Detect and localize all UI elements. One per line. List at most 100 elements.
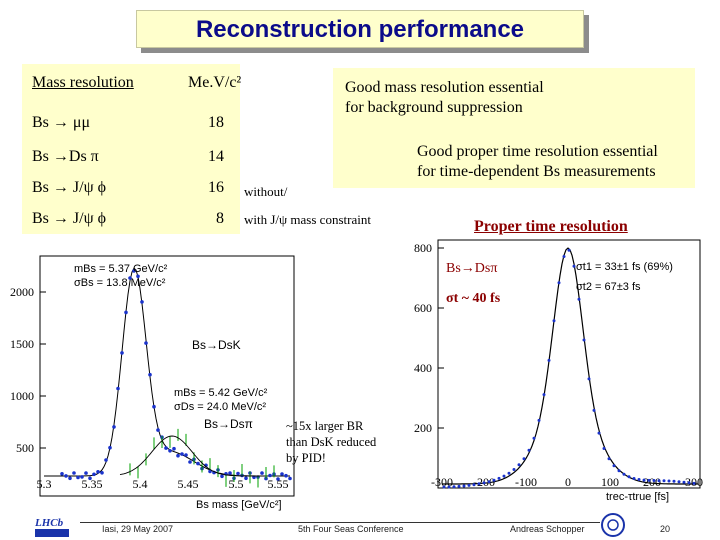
footer-conference: 5th Four Seas Conference [298,524,404,534]
time-y-tick: 200 [414,421,432,435]
mass-data-point [116,386,120,391]
mass-data-point [124,310,128,315]
time-data-point [662,479,666,483]
label-bs-dspi: Bs→Dsπ [204,417,253,431]
mass-x-tick: 5.3 [37,477,52,491]
svg-text:LHCb: LHCb [34,517,64,529]
mass-data-point [132,269,136,273]
time-data-point [577,297,581,301]
dsk-data-points [129,428,275,488]
time-data-point [517,463,521,467]
mass-x-tick: 5.4 [133,477,148,491]
time-data-point [652,479,656,482]
sigma-t-label: σt ~ 40 fs [446,291,501,306]
time-data-point [537,418,541,422]
mass-histogram: 2000 1500 1000 500 5.3 5.35 5.4 5.45 5.5 5.55 mB… [10,255,295,511]
mass-y-tick: 2000 [10,285,34,299]
time-data-point [457,484,461,488]
mass-note: Good mass resolution essential for backg… [345,79,544,116]
mass-data-point [112,425,116,429]
mass-data-point [104,458,108,462]
mass-x-label: Bs mass [GeV/c²] [196,499,282,511]
time-data-point [502,474,506,478]
time-data-point [492,478,496,482]
mass-data-point [136,274,140,279]
time-data-point [567,248,571,252]
mass-data-point [152,404,156,409]
mass-data-point [140,300,144,304]
time-data-point [642,478,646,482]
mass-y-tick: 500 [16,441,34,455]
mass-data-point [120,351,124,355]
mass-x-tick: 5.35 [82,477,103,491]
time-data-point [677,480,681,484]
decay-bs-jpsiphi: Bs → J/ψ ϕ [32,179,107,196]
mass-data-point [100,471,104,475]
mass-data-point [284,473,288,478]
time-data-point [667,479,671,483]
time-x-tick: 100 [601,475,619,489]
mass-y-tick: 1000 [10,389,34,403]
mass-data-point [176,453,180,458]
mass-data-point [172,446,176,451]
footer-page-number: 20 [660,524,671,534]
mass-data-point [164,446,168,450]
time-y-ticks: 800 600 400 200 [414,241,444,435]
footer-rule [80,522,600,523]
mass-data-point [60,472,64,476]
mass-data-point [80,475,84,479]
legend-sigma-2: σDs = 24.0 MeV/c² [174,401,266,413]
mass-data-point [220,474,224,479]
time-data-point [687,481,691,485]
time-data-point [452,485,456,489]
time-y-tick: 400 [414,361,432,375]
value-bs-jpsiphi-constrained: 8 [216,210,224,227]
time-data-point [672,479,676,483]
mass-data-point [196,461,200,466]
mass-x-tick: 5.55 [268,477,289,491]
time-data-point [552,319,556,323]
without-label: without/ [244,184,288,199]
br-note-line-3: by PID! [286,451,326,465]
mass-data-point [168,449,172,453]
time-x-tick: -300 [431,475,453,489]
time-x-tick: -100 [515,475,537,489]
time-data-point [582,338,586,342]
time-data-point [487,480,491,484]
mass-data-point [84,471,88,475]
mass-data-point [148,372,152,377]
time-note-line-1: Good proper time resolution essential [417,143,658,160]
time-data-point [607,457,611,461]
time-data-point [507,471,511,475]
mass-data-point [244,476,248,481]
mass-data-point [96,470,100,474]
slide-title: Reconstruction performance [136,10,584,48]
time-data-point [632,477,636,480]
mass-data-point [64,474,68,478]
legend-mass-1: mBs = 5.37 GeV/c² [74,263,168,275]
mass-x-tick: 5.5 [229,477,244,491]
dsk-fit-curve [119,435,260,477]
time-data-point [462,484,466,488]
time-data-point [682,480,686,484]
time-x-tick: 0 [565,475,571,489]
time-data-point [622,472,626,476]
mass-data-point [228,471,232,475]
time-data-point [657,479,661,483]
time-x-ticks: -300-200-1000100200300 [431,475,703,489]
fit-sigma-2: σt2 = 67±3 fs [576,281,641,293]
time-data-point [512,468,516,471]
legend-sigma-1: σBs = 13.8 MeV/c² [74,277,166,289]
time-note-line-2: for time-dependent Bs measurements [417,163,656,180]
resolution-note-box: Good mass resolution essential for backg… [333,68,695,188]
time-x-tick: 200 [643,475,661,489]
time-data-point [572,264,576,268]
time-data-point [547,358,551,362]
time-data-points [442,248,696,489]
time-data-point [602,447,606,450]
mass-resolution-table: Mass resolution Me.V/c² Bs → μμ 18 Bs →D… [22,64,241,234]
time-data-point [442,485,446,489]
time-data-point [647,478,651,482]
time-data-point [562,255,566,258]
mass-x-tick: 5.45 [178,477,199,491]
